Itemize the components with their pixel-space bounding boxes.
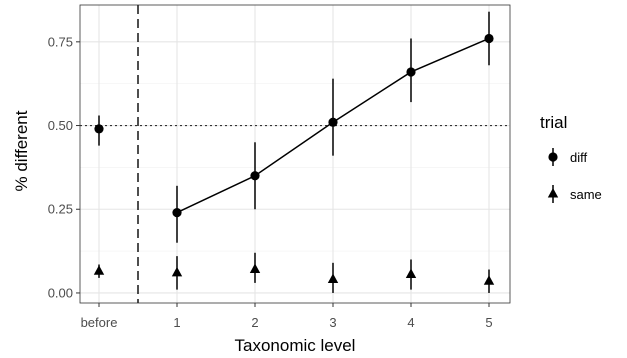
legend-label-same: same [570,187,602,202]
x-axis-title: Taxonomic level [235,336,356,355]
point-same [483,275,495,285]
x-tick-label: 2 [251,315,258,330]
point-diff [328,117,338,127]
x-tick-label: 4 [407,315,414,330]
point-diff [172,207,182,218]
y-axis-title: % different [12,110,31,191]
x-tick-labels: before 1 2 3 4 5 [81,303,493,330]
x-tick-label: before [81,315,118,330]
series-diff [94,11,494,243]
series-layer [93,11,495,293]
series-same [93,252,495,293]
point-same [405,268,417,279]
legend: trial diff same [540,113,602,203]
legend-title: trial [540,113,567,132]
point-same [327,273,339,284]
point-same [249,263,261,274]
y-tick-label: 0.75 [48,34,73,49]
y-tick-label: 0.00 [48,285,73,300]
y-tick-label: 0.25 [48,202,73,217]
x-tick-label: 1 [173,315,180,330]
point-diff [94,124,104,134]
panel-border [79,4,511,304]
x-tick-label: 5 [485,315,492,330]
x-tick-label: 3 [329,315,336,330]
point-same [171,266,183,277]
point-same [93,265,105,275]
point-diff [406,67,416,77]
legend-items: diff same [547,148,602,203]
y-tick-labels: 0.00 0.25 0.50 0.75 [48,34,80,300]
point-diff [484,33,494,44]
point-diff [250,171,260,181]
legend-key-circle [548,152,558,162]
legend-key-triangle [547,188,559,198]
y-tick-label: 0.50 [48,118,73,133]
legend-label-diff: diff [570,150,587,165]
reference-lines [80,5,510,303]
